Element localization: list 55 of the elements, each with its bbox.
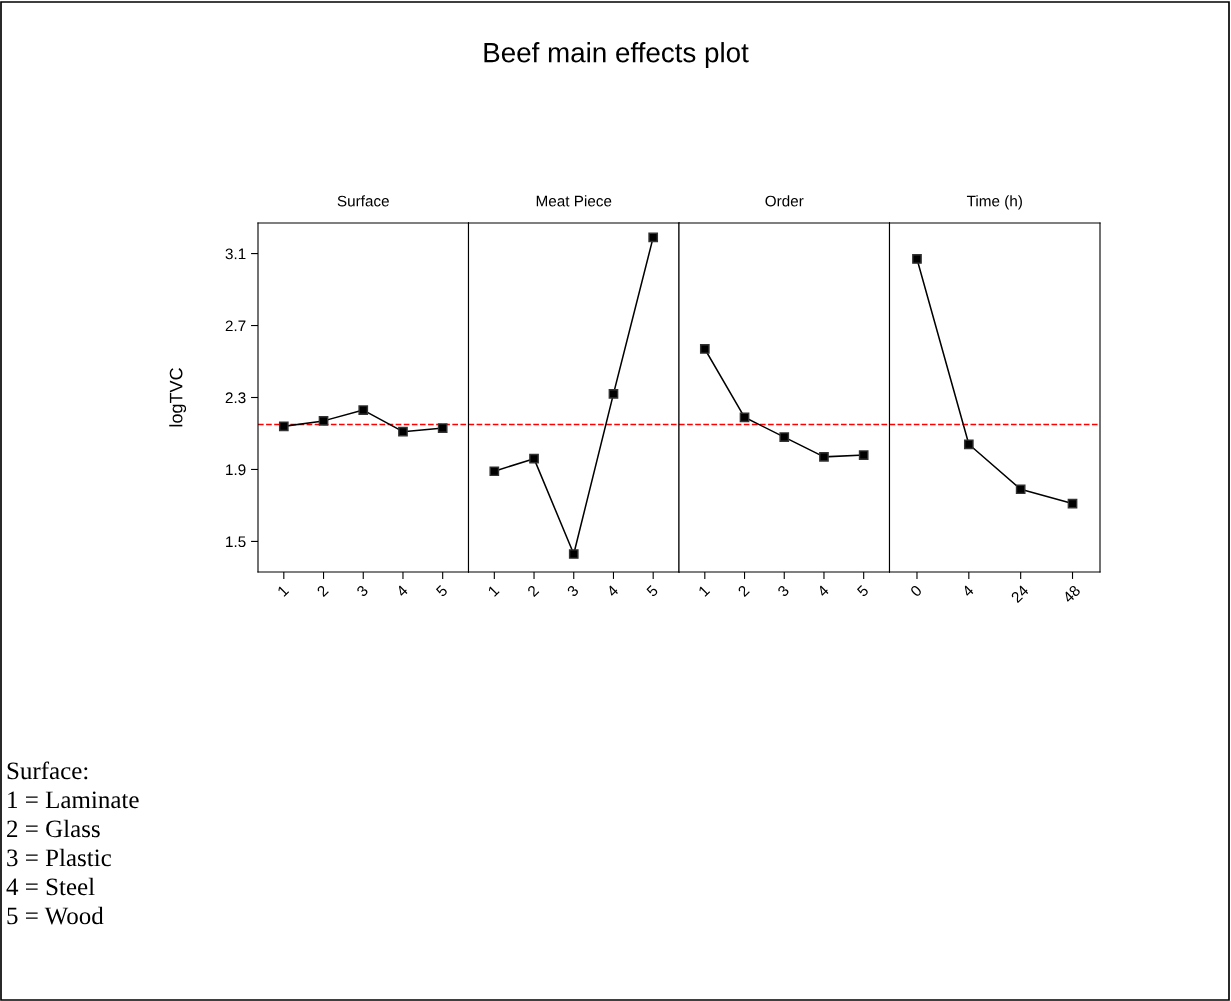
y-axis-title: logTVC [169, 368, 187, 427]
x-tick-label: 5 [856, 584, 870, 598]
x-tick-label: 2 [737, 584, 750, 598]
point [568, 549, 579, 559]
point [1015, 484, 1026, 495]
x-tick-label: 1 [698, 584, 711, 597]
y-tick-label: 1.5 [226, 536, 246, 548]
x-tick-label: 1 [277, 584, 290, 597]
chart-title: Meat Piece [536, 195, 612, 207]
point [699, 344, 710, 354]
chart-title: Order [765, 195, 804, 207]
point [358, 405, 369, 415]
point [529, 453, 539, 464]
x-tick-label: 5 [435, 584, 449, 598]
x-tick-label: 3 [776, 584, 790, 598]
point [912, 254, 922, 264]
point [648, 232, 659, 243]
point [1067, 498, 1078, 509]
x-tick-label: 3 [566, 584, 580, 598]
chart-title: Surface [337, 195, 389, 207]
point [278, 421, 289, 432]
point [318, 416, 329, 426]
y-tick-label: 1.9 [226, 464, 246, 476]
x-tick-label: 4 [816, 584, 830, 598]
x-tick-label: 5 [645, 584, 659, 598]
text: Beef main effects plot [484, 42, 749, 68]
x-tick-label: 1 [487, 584, 500, 597]
y-tick-label: 2.7 [225, 320, 246, 332]
x-tick-label: 4 [395, 584, 409, 598]
point [398, 426, 408, 437]
y-tick-label: 2.3 [225, 392, 246, 404]
point [819, 452, 829, 462]
point [858, 450, 869, 460]
text: 3 = Plastic [7, 848, 111, 867]
chart-title: Time (h) [966, 195, 1022, 210]
x-tick-label: 3 [355, 584, 369, 598]
text: Surface: [7, 761, 88, 780]
text: 2 = Glass [7, 819, 100, 838]
y-tick-label: 3.1 [225, 248, 246, 260]
x-tick-label: 2 [316, 584, 329, 598]
point [739, 412, 750, 423]
point [489, 466, 500, 477]
text: 5 = Wood [7, 906, 104, 925]
point [779, 432, 790, 442]
x-tick-label: 24 [1010, 584, 1030, 604]
text: 4 = Steel [6, 877, 95, 896]
x-tick-label: 0 [909, 584, 923, 598]
x-tick-label: 4 [961, 584, 975, 598]
x-tick-label: 4 [606, 584, 619, 598]
x-tick-label: 48 [1062, 584, 1081, 604]
x-tick-label: 2 [526, 584, 540, 598]
point [608, 389, 619, 399]
text: 1 = Laminate [8, 791, 139, 809]
point [437, 423, 448, 433]
point [963, 439, 974, 450]
